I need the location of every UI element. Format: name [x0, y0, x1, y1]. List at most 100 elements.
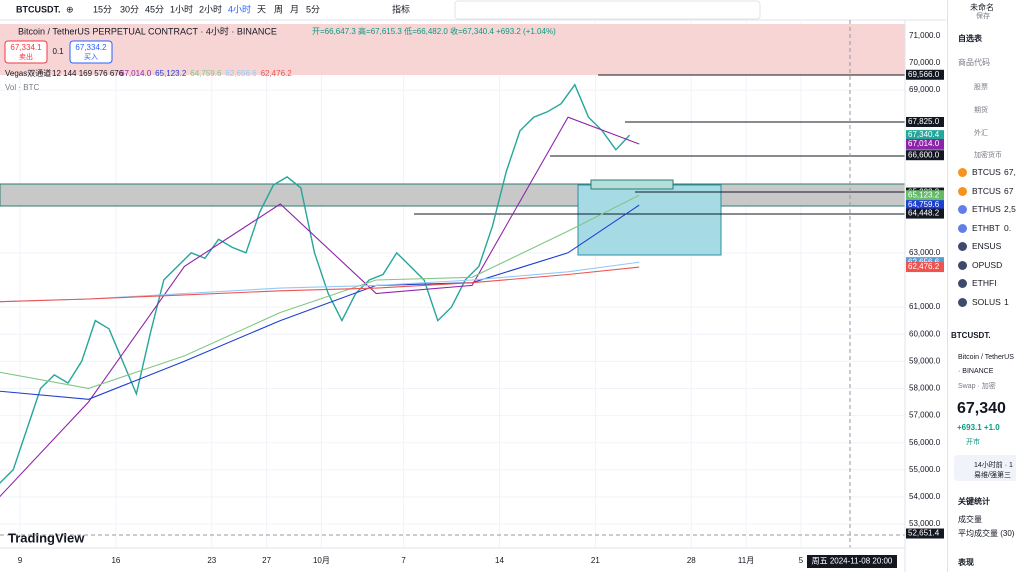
symbol[interactable]: BTCUSDT. [16, 4, 61, 14]
price-tag [906, 69, 944, 80]
y-tick-label: 59,000.0 [909, 356, 941, 365]
y-tick-label: 56,000.0 [909, 438, 941, 447]
news-text: 易维/强第三 [974, 472, 1011, 479]
x-tick-label: 9 [18, 556, 23, 565]
save[interactable]: 保存 [976, 13, 990, 20]
x-tick-label: 7 [401, 556, 406, 565]
interval[interactable]: 4小时 [228, 3, 251, 14]
row-symbol[interactable]: ENSUS [972, 241, 1002, 251]
row-price[interactable]: 67, [1004, 167, 1016, 177]
row-price[interactable]: 67 [1004, 185, 1014, 196]
small-box [590, 179, 674, 190]
chart: BTCUSDT. ⊕ 15分 30分 45分 1小时 2小时 4小时 天 周 月… [0, 0, 946, 572]
x-tick-label: 5 [799, 556, 804, 565]
y-tick-label: 57,000.0 [909, 411, 941, 420]
row-price[interactable]: 0. [1004, 222, 1012, 233]
price-tag-label: 67,825.0 [908, 117, 940, 126]
add-symbol[interactable]: ⊕ [66, 4, 74, 14]
row-price[interactable]: 1 [1004, 296, 1009, 307]
news-card[interactable] [954, 455, 1016, 481]
row-symbol[interactable]: BTCUS [972, 185, 1001, 196]
crosshair-time: 周五 2024-11-08 20:00 [812, 557, 893, 566]
group[interactable]: 外汇 [974, 130, 988, 137]
interval[interactable]: 天 [257, 4, 266, 14]
price-tag [906, 116, 944, 127]
interval[interactable]: 45分 [145, 4, 164, 14]
interval[interactable]: 周 [274, 4, 283, 14]
volume-label: Vol · BTC [5, 83, 39, 92]
sell-button[interactable] [4, 40, 48, 64]
interval[interactable]: 2小时 [199, 3, 222, 14]
performance: 表现 [958, 558, 974, 567]
x-tick-label: 10月 [313, 556, 330, 565]
target-box [577, 184, 722, 256]
price-tag-label: 69,566.0 [908, 70, 940, 79]
series-line [0, 204, 640, 400]
y-tick-label: 54,000.0 [909, 492, 941, 501]
row-price[interactable]: 2,5 [1004, 204, 1016, 214]
kind: Swap · 加密 [958, 383, 996, 390]
series-line [0, 266, 640, 303]
row-symbol[interactable]: BTCUS [972, 167, 1001, 177]
series-line [0, 83, 631, 484]
group[interactable]: 股票 [974, 84, 988, 91]
price-tag [906, 208, 944, 219]
price: 67,340 [957, 400, 1006, 417]
buy-price: 67,334.2 [75, 43, 107, 52]
group[interactable]: 加密货币 [974, 152, 1002, 159]
x-tick-label: 21 [591, 556, 600, 565]
support-zone [0, 183, 906, 207]
x-tick-label: 27 [262, 556, 271, 565]
indicator-value: 62,656.6 [225, 69, 257, 78]
row-symbol[interactable]: SOLUS [972, 296, 1001, 307]
side-panel: 未命名 保存 自选表 商品代码 股票 期货 外汇 加密货币 BTCUS 67, BT… [947, 0, 1016, 572]
avg-volume: 平均成交量 (30) [958, 529, 1015, 538]
indicator-value: 64,759.6 [190, 69, 222, 78]
price-tag [906, 190, 944, 201]
stats: 关键统计 [958, 497, 990, 506]
price-tag-label: 62,656.6 [908, 257, 940, 266]
price-tag-label: 66,600.0 [908, 150, 940, 159]
row-icon [958, 297, 967, 307]
indicators[interactable]: 指标 [392, 3, 410, 14]
interval[interactable]: 5分 [306, 4, 320, 14]
row-symbol[interactable]: ETHFI [972, 278, 997, 288]
y-tick-label: 60,000.0 [909, 329, 941, 338]
spread: 0.1 [52, 47, 64, 56]
buy-button[interactable] [69, 40, 113, 64]
series-line [0, 116, 640, 498]
interval[interactable]: 15分 [93, 4, 112, 14]
price-tag [906, 528, 944, 539]
price-tag-label: 67,014.0 [908, 139, 940, 148]
price-tag-label: 65,123.2 [908, 190, 940, 199]
y-tick-label: 53,000.0 [909, 519, 941, 528]
y-tick-label: 58,000.0 [909, 384, 941, 393]
watchlist[interactable]: 自选表 [958, 34, 982, 43]
row-icon [958, 242, 967, 251]
y-tick-label: 71,000.0 [909, 31, 941, 40]
price-tag-label: 62,476.2 [908, 262, 940, 271]
row-symbol[interactable]: ETHBT [972, 222, 1000, 233]
row-icon [958, 186, 967, 196]
logo: TradingView [8, 530, 85, 545]
y-tick-label: 63,000.0 [909, 248, 941, 257]
user[interactable]: 未命名 [970, 3, 994, 12]
x-tick-label: 16 [111, 556, 120, 565]
drawing-toolbar [454, 0, 761, 20]
interval[interactable]: 月 [290, 4, 299, 14]
indicator-value: 62,476.2 [261, 69, 293, 78]
interval[interactable]: 1小时 [170, 3, 193, 14]
x-tick-label: 23 [207, 556, 216, 565]
group[interactable]: 期货 [974, 107, 988, 114]
y-tick-label: 61,000.0 [909, 302, 941, 311]
x-tick-label: 28 [687, 556, 696, 565]
row-symbol[interactable]: OPUSD [972, 259, 1003, 270]
exchange: · BINANCE [958, 368, 994, 375]
row-symbol[interactable]: ETHUS [972, 204, 1001, 214]
indicator-value: 65,123.2 [155, 69, 187, 78]
price-tag [906, 200, 944, 211]
indicator-name: Vegas双通道 [5, 68, 51, 78]
resistance-zone [0, 24, 905, 75]
interval[interactable]: 30分 [120, 4, 139, 14]
